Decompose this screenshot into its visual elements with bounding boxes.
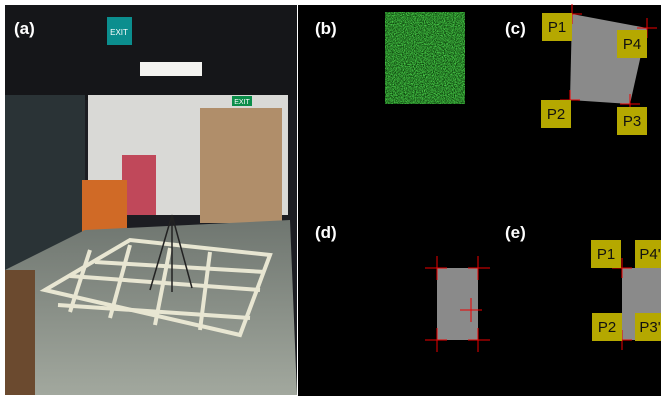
page: EXIT EXIT P1 P4 P2 P3 P1 P4' P2 P3' (a) (b) (c) (…: [0, 0, 661, 396]
point-tag: P1: [548, 19, 566, 36]
exit-sign: EXIT: [234, 99, 250, 106]
panel-label: (b): [315, 19, 337, 38]
figure: EXIT EXIT P1 P4 P2 P3 P1 P4' P2 P3' (a) (b) (c) (…: [0, 0, 661, 396]
photo: EXIT EXIT: [5, 5, 297, 395]
panel-label: (d): [315, 223, 337, 242]
point-cloud-noise: [385, 12, 465, 104]
panel-label: (a): [14, 19, 35, 38]
point-tag: P4: [623, 36, 641, 53]
point-tag: P2: [547, 106, 565, 123]
point-tag: P3': [639, 319, 660, 336]
exit-sign: EXIT: [110, 28, 128, 37]
point-tag: P3: [623, 113, 641, 130]
point-tag: P2: [598, 319, 616, 336]
panel-label: (e): [505, 223, 526, 242]
panel-label: (c): [505, 19, 526, 38]
plane: [437, 268, 478, 340]
point-tag: P4': [639, 246, 660, 263]
point-tag: P1: [597, 246, 615, 263]
